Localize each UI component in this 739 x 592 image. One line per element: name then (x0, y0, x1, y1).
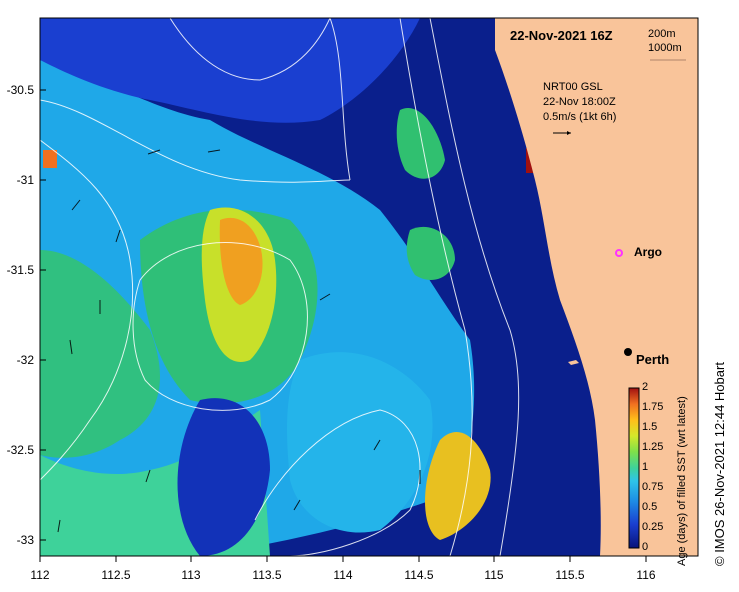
contour-line (329, 18, 351, 181)
lat-tick-label: -33 (16, 533, 34, 547)
contour-line (132, 242, 308, 411)
contour-line (254, 409, 421, 556)
argo-label: Argo (634, 245, 662, 259)
age-patch-orange-central (219, 217, 263, 305)
age-patch-yellow-se (425, 431, 491, 540)
depth-label-200m: 200m (648, 28, 676, 40)
lon-tick-label: 112.5 (101, 568, 131, 582)
current-arrow (57, 519, 61, 533)
current-arrow (293, 499, 301, 511)
contour-line-200m (429, 18, 520, 556)
colorbar-tick-label: 0.25 (642, 521, 664, 533)
lon-tick-label: 114.5 (404, 568, 434, 582)
contour-line (169, 18, 331, 81)
colorbar-tick-label: 0.75 (642, 481, 664, 493)
current-arrow (115, 229, 121, 243)
current-arrow (373, 439, 381, 451)
lon-tick-label: 115.5 (555, 568, 585, 582)
current-info: NRT00 GSL 22-Nov 18:00Z 0.5m/s (1kt 6h) (543, 80, 616, 125)
plot-frame (39, 17, 699, 557)
lon-tick-label: 116 (636, 568, 656, 582)
lat-tick-label: -31 (16, 173, 34, 187)
age-patch-south-darkblue (177, 398, 270, 556)
land-western-australia (495, 18, 698, 556)
current-source: NRT00 GSL (543, 81, 603, 93)
lat-tick-label: -30.5 (6, 83, 34, 97)
lon-tick-label: 114 (333, 568, 353, 582)
colorbar-tick-label: 1.5 (642, 421, 658, 433)
current-arrow (147, 149, 161, 155)
age-patch-blue-north (40, 18, 420, 123)
lon-tick-label: 113 (181, 568, 201, 582)
colorbar-tick-label: 1.25 (642, 441, 664, 453)
age-patch-red-west (43, 150, 57, 168)
lon-tick-label: 115 (484, 568, 504, 582)
current-arrow (69, 339, 73, 355)
current-arrow (207, 149, 221, 153)
contour-line (40, 99, 351, 183)
current-scale: 0.5m/s (1kt 6h) (543, 111, 617, 123)
perth-marker (624, 348, 632, 356)
age-patch-green-ne (396, 108, 445, 179)
colorbar-title: Age (days) of filled SST (wrt latest) (676, 396, 688, 566)
colorbar (628, 387, 640, 549)
imos-credit: © IMOS 26-Nov-2021 12:44 Hobart (712, 362, 727, 566)
current-timestamp: 22-Nov 18:00Z (543, 96, 616, 108)
age-patch-green-west (40, 250, 160, 458)
lat-tick-label: -32.5 (6, 443, 34, 457)
lat-tick-label: -32 (16, 353, 34, 367)
depth-label-1000m: 1000m (648, 42, 682, 54)
current-arrow (71, 199, 81, 211)
argo-float-marker (615, 249, 623, 257)
rottnest-island (568, 360, 579, 365)
current-arrow (319, 293, 331, 301)
colorbar-tick-label: 1 (642, 461, 649, 473)
colorbar-tick-label: 0.5 (642, 501, 658, 513)
lon-tick-label: 113.5 (252, 568, 282, 582)
map-title: 22-Nov-2021 16Z (510, 28, 613, 43)
colorbar-tick-label: 1.75 (642, 401, 664, 413)
perth-label: Perth (636, 352, 670, 367)
current-arrow (145, 469, 151, 483)
colorbar-tick-label: 2 (642, 381, 649, 393)
lon-tick-label: 112 (30, 568, 50, 582)
contour-line (40, 139, 134, 481)
contour-line-1000m (399, 18, 473, 556)
colorbar-tick-label: 0 (642, 541, 649, 553)
lat-tick-label: -31.5 (6, 263, 34, 277)
age-patch-east-cyan (287, 352, 433, 533)
